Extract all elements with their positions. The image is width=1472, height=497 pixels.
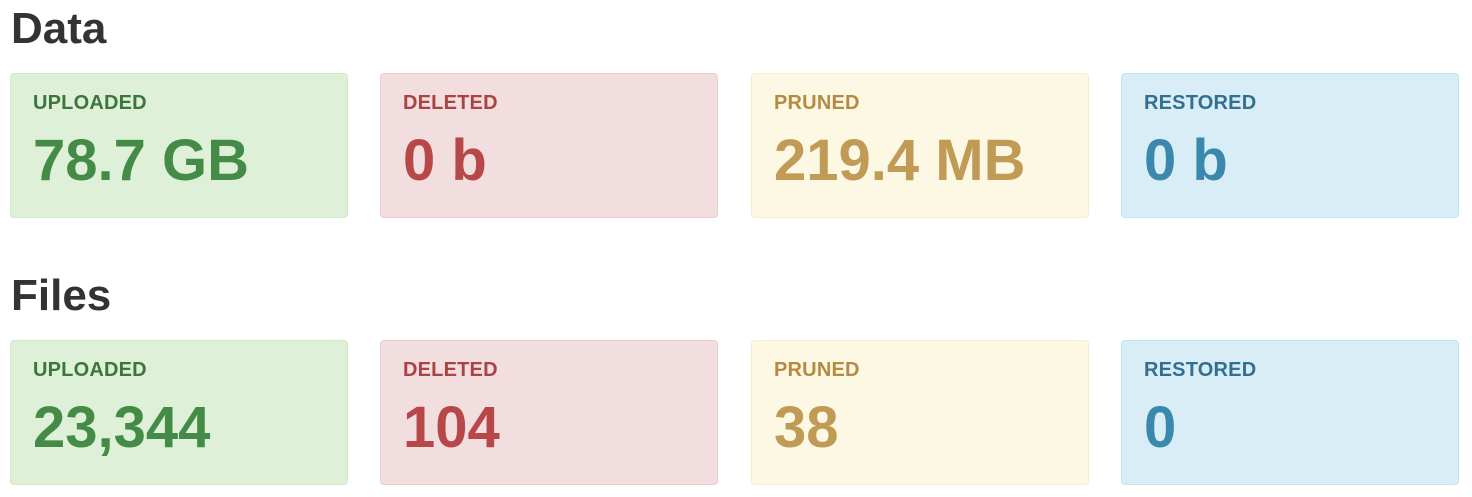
section-title: Data bbox=[11, 4, 107, 53]
card-label: UPLOADED bbox=[33, 359, 147, 381]
card-label: DELETED bbox=[403, 359, 498, 381]
data-stats-cards: UPLOADED 78.7 GB DELETED 0 b PRUNED 219.… bbox=[10, 73, 1462, 220]
card-value: 104 bbox=[403, 395, 500, 460]
card-label: RESTORED bbox=[1144, 92, 1257, 114]
card-value: 0 b bbox=[403, 128, 487, 193]
files-restored-card: RESTORED 0 bbox=[1121, 340, 1459, 485]
files-deleted-card: DELETED 104 bbox=[380, 340, 718, 485]
card-value: 78.7 GB bbox=[33, 128, 249, 193]
files-pruned-card: PRUNED 38 bbox=[751, 340, 1089, 485]
card-value: 23,344 bbox=[33, 395, 211, 460]
card-label: UPLOADED bbox=[33, 92, 147, 114]
card-value: 219.4 MB bbox=[774, 128, 1026, 193]
files-stats-cards: UPLOADED 23,344 DELETED 104 PRUNED 38 RE… bbox=[10, 340, 1462, 487]
data-uploaded-card: UPLOADED 78.7 GB bbox=[10, 73, 348, 218]
files-uploaded-card: UPLOADED 23,344 bbox=[10, 340, 348, 485]
data-restored-card: RESTORED 0 b bbox=[1121, 73, 1459, 218]
card-label: PRUNED bbox=[774, 359, 860, 381]
card-value: 0 b bbox=[1144, 128, 1228, 193]
card-label: RESTORED bbox=[1144, 359, 1257, 381]
section-title: Files bbox=[11, 271, 112, 320]
card-value: 38 bbox=[774, 395, 839, 460]
data-deleted-card: DELETED 0 b bbox=[380, 73, 718, 218]
card-label: DELETED bbox=[403, 92, 498, 114]
data-pruned-card: PRUNED 219.4 MB bbox=[751, 73, 1089, 218]
card-label: PRUNED bbox=[774, 92, 860, 114]
card-value: 0 bbox=[1144, 395, 1177, 460]
